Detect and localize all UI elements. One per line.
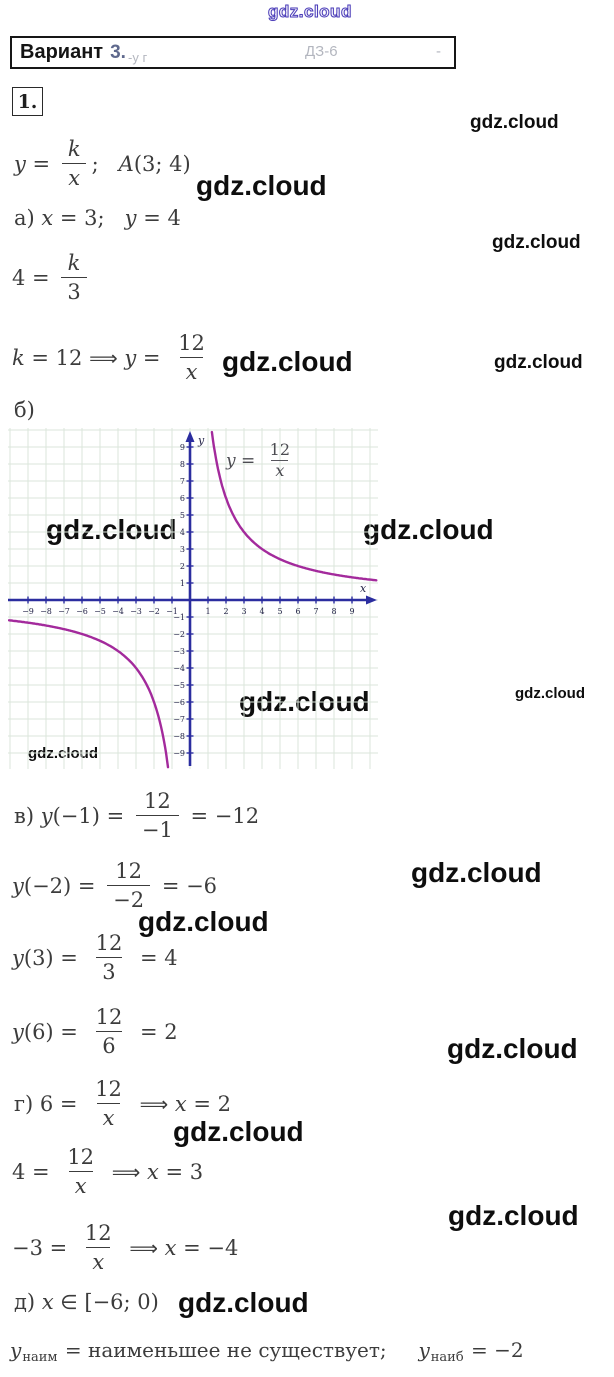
y-tick-label: 2 bbox=[180, 562, 185, 571]
variant-number: 3. bbox=[110, 41, 126, 63]
y-tick-label: −2 bbox=[173, 630, 185, 639]
ghost-fragment: ДЗ-6 bbox=[305, 43, 338, 60]
y-tick-label: 6 bbox=[180, 494, 185, 503]
y-tick-label: −4 bbox=[173, 664, 185, 673]
y-tick-label: −8 bbox=[173, 732, 185, 741]
x-axis-label: x bbox=[360, 582, 367, 595]
ghost-fragment: - bbox=[436, 43, 441, 60]
fraction: 12 6 bbox=[95, 1005, 123, 1059]
watermark: gdz.cloud bbox=[448, 1200, 579, 1231]
fraction: 12 x bbox=[178, 331, 205, 385]
x-tick-label: −8 bbox=[40, 607, 52, 616]
hyperbola-branch bbox=[7, 619, 170, 769]
y-tick-label: −9 bbox=[173, 749, 185, 758]
variant-header-box: Вариант 3. -у г ДЗ-6 - bbox=[10, 36, 456, 69]
x-tick-label: 5 bbox=[277, 607, 282, 616]
watermark: gdz.cloud bbox=[447, 1033, 578, 1064]
x-tick-label: 3 bbox=[241, 607, 246, 616]
watermark: gdz.cloud bbox=[173, 1116, 304, 1147]
fraction: 12 −2 bbox=[107, 858, 151, 914]
watermark: gdz.cloud bbox=[515, 685, 585, 702]
watermark: gdz.cloud bbox=[411, 857, 542, 888]
watermark: gdz.cloud bbox=[222, 346, 353, 377]
equation-part-a: а) x = 3; y = 4 bbox=[14, 206, 181, 230]
equation-v-step4: y(6) = 12 6 = 2 bbox=[12, 1005, 178, 1059]
equation-v-step3: y(3) = 12 3 = 4 bbox=[12, 931, 178, 985]
x-tick-label: 8 bbox=[331, 607, 336, 616]
watermark-top-outline: gdz.cloud bbox=[268, 2, 352, 22]
watermark: gdz.cloud bbox=[178, 1287, 309, 1318]
fraction: 12 x bbox=[95, 1077, 122, 1131]
y-axis-arrow bbox=[185, 431, 195, 442]
x-tick-label: −7 bbox=[58, 607, 70, 616]
equation-given: y = k x; A(3; 4) bbox=[14, 136, 191, 192]
x-tick-label: 4 bbox=[259, 607, 264, 616]
fraction: 12 −1 bbox=[135, 788, 179, 844]
x-tick-label: 7 bbox=[313, 607, 318, 616]
y-tick-label: 3 bbox=[180, 545, 185, 554]
fraction: 12 x bbox=[269, 440, 291, 480]
y-tick-label: −3 bbox=[173, 647, 185, 656]
equation-g-step2: 4 = 12 x ⟹ x = 3 bbox=[12, 1145, 204, 1199]
y-tick-label: 5 bbox=[180, 511, 185, 520]
equation-v-step2: y(−2) = 12 −2 = −6 bbox=[12, 858, 218, 914]
label-part-b: б) bbox=[14, 398, 35, 422]
x-tick-label: 9 bbox=[349, 607, 354, 616]
y-tick-label: 1 bbox=[180, 579, 185, 588]
y-tick-label: 9 bbox=[180, 443, 185, 452]
y-tick-label: 4 bbox=[180, 528, 185, 537]
equation-part-d: д) x ∈ [−6; 0) bbox=[14, 1290, 159, 1314]
fraction: 12 3 bbox=[95, 931, 123, 985]
x-tick-label: −9 bbox=[22, 607, 34, 616]
y-tick-label: −1 bbox=[173, 613, 185, 622]
x-tick-label: −2 bbox=[148, 607, 160, 616]
x-tick-label: 2 bbox=[223, 607, 228, 616]
y-tick-label: −6 bbox=[173, 698, 185, 707]
watermark: gdz.cloud bbox=[492, 232, 581, 253]
hyperbola-plot: −9 −8 −7 −6 −5 −4 −3 −2 −1 1 2 3 4 5 6 7 8 9−9−8−7−6−5−4−… bbox=[7, 428, 378, 771]
y-tick-label: −5 bbox=[173, 681, 185, 690]
equation-v-step1: в) y(−1) = 12 −1 = −12 bbox=[14, 788, 260, 844]
fraction: 12 x bbox=[84, 1221, 112, 1275]
x-tick-label: −5 bbox=[94, 607, 106, 616]
x-tick-label: −3 bbox=[130, 607, 142, 616]
watermark: gdz.cloud bbox=[196, 170, 327, 201]
equation-g-step1: г) 6 = 12 x ⟹ x = 2 bbox=[14, 1077, 232, 1131]
curve-label: y = 12 x bbox=[226, 440, 299, 481]
y-tick-label: −7 bbox=[173, 715, 185, 724]
variant-label: Вариант bbox=[20, 41, 104, 63]
equation-g-step3: −3 = 12 x ⟹ x = −4 bbox=[12, 1221, 239, 1275]
y-tick-label: 7 bbox=[180, 477, 185, 486]
y-axis-label: y bbox=[197, 434, 205, 447]
watermark: gdz.cloud bbox=[363, 514, 494, 545]
y-tick-label: 8 bbox=[180, 460, 185, 469]
x-axis-arrow bbox=[366, 595, 377, 605]
hyperbola-branch bbox=[210, 430, 378, 582]
function-graph: −9 −8 −7 −6 −5 −4 −3 −2 −1 1 2 3 4 5 6 7 8 9 −9 −8 −7 −6 −5 −4−… bbox=[7, 428, 378, 771]
equation-a-step2: k = 12 ⟹ y = 12 x bbox=[12, 330, 216, 386]
x-tick-label: −1 bbox=[166, 607, 178, 616]
x-tick-label: −4 bbox=[112, 607, 124, 616]
watermark: gdz.cloud bbox=[46, 514, 177, 545]
ghost-fragment: -у г bbox=[128, 50, 148, 65]
fraction: 12 x bbox=[67, 1145, 95, 1199]
watermark: gdz.cloud bbox=[138, 906, 269, 937]
equation-final-answer: y наим = наименьшее не существует; y наиб … bbox=[10, 1338, 524, 1365]
watermark: gdz.cloud bbox=[494, 352, 583, 373]
x-tick-label: 6 bbox=[295, 607, 300, 616]
x-tick-label: −6 bbox=[76, 607, 88, 616]
x-tick-label: 1 bbox=[205, 607, 210, 616]
problem-number-box: 1. bbox=[12, 87, 43, 116]
watermark: gdz.cloud bbox=[470, 112, 559, 133]
problem-number: 1. bbox=[17, 90, 38, 113]
